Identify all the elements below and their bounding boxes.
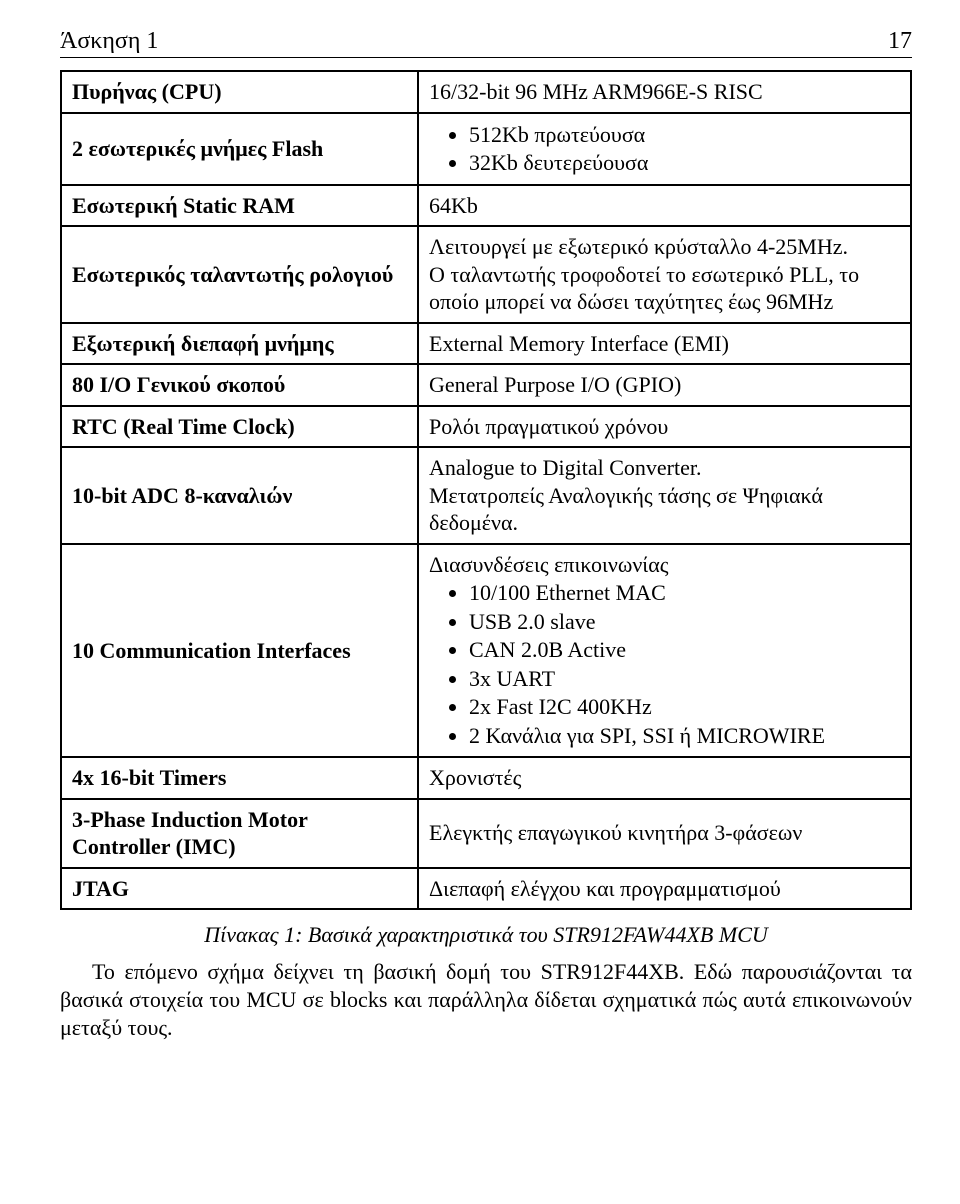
table-caption: Πίνακας 1: Βασικά χαρακτηριστικά του STR… bbox=[60, 922, 912, 948]
spec-line: Analogue to Digital Converter. bbox=[429, 454, 900, 482]
spec-label: 10-bit ADC 8-καναλιών bbox=[61, 447, 418, 544]
spec-value: Διασυνδέσεις επικοινωνίας10/100 Ethernet… bbox=[418, 544, 911, 758]
spec-label: 4x 16-bit Timers bbox=[61, 757, 418, 799]
spec-label: Εξωτερική διεπαφή μνήμης bbox=[61, 323, 418, 365]
spec-value: External Memory Interface (EMI) bbox=[418, 323, 911, 365]
spec-label: Πυρήνας (CPU) bbox=[61, 71, 418, 113]
body-paragraph: Το επόμενο σχήμα δείχνει τη βασική δομή … bbox=[60, 958, 912, 1042]
spec-label: 2 εσωτερικές μνήμες Flash bbox=[61, 113, 418, 185]
page-header: Άσκηση 1 17 bbox=[60, 28, 912, 58]
spec-label: Εσωτερική Static RAM bbox=[61, 185, 418, 227]
list-item: USB 2.0 slave bbox=[469, 608, 900, 636]
spec-value: 16/32-bit 96 MHz ARM966E-S RISC bbox=[418, 71, 911, 113]
spec-value: Ελεγκτής επαγωγικού κινητήρα 3-φάσεων bbox=[418, 799, 911, 868]
spec-line: Μετατροπείς Αναλογικής τάσης σε Ψηφιακά … bbox=[429, 482, 900, 537]
spec-value: General Purpose I/O (GPIO) bbox=[418, 364, 911, 406]
table-row: 4x 16-bit TimersΧρονιστές bbox=[61, 757, 911, 799]
spec-value: Ρολόι πραγματικού χρόνου bbox=[418, 406, 911, 448]
list-item: 3x UART bbox=[469, 665, 900, 693]
spec-label: 10 Communication Interfaces bbox=[61, 544, 418, 758]
spec-list: 512Κb πρωτεύουσα32Kb δευτερεύουσα bbox=[429, 121, 900, 177]
table-row: Εσωτερική Static RAM64Kb bbox=[61, 185, 911, 227]
header-page-number: 17 bbox=[888, 28, 912, 55]
spec-value: Λειτουργεί με εξωτερικό κρύσταλλο 4-25MH… bbox=[418, 226, 911, 323]
table-row: 3-Phase Induction Motor Controller (IMC)… bbox=[61, 799, 911, 868]
spec-table: Πυρήνας (CPU)16/32-bit 96 MHz ARM966E-S … bbox=[60, 70, 912, 910]
table-row: JTAGΔιεπαφή ελέγχου και προγραμματισμού bbox=[61, 868, 911, 910]
spec-label: Εσωτερικός ταλαντωτής ρολογιού bbox=[61, 226, 418, 323]
spec-label: JTAG bbox=[61, 868, 418, 910]
spec-value: Analogue to Digital Converter.Μετατροπεί… bbox=[418, 447, 911, 544]
table-row: Εσωτερικός ταλαντωτής ρολογιού Λειτουργεί… bbox=[61, 226, 911, 323]
spec-value: Διεπαφή ελέγχου και προγραμματισμού bbox=[418, 868, 911, 910]
list-item: 2 Κανάλια για SPI, SSI ή MICROWIRE bbox=[469, 722, 900, 750]
list-item: CAN 2.0B Active bbox=[469, 636, 900, 664]
table-row: 80 I/O Γενικού σκοπούGeneral Purpose I/O… bbox=[61, 364, 911, 406]
list-item: 10/100 Ethernet MAC bbox=[469, 579, 900, 607]
spec-value: 512Κb πρωτεύουσα32Kb δευτερεύουσα bbox=[418, 113, 911, 185]
list-item: 32Kb δευτερεύουσα bbox=[469, 149, 900, 177]
table-row: 10 Communication InterfacesΔιασυνδέσεις … bbox=[61, 544, 911, 758]
list-item: 512Κb πρωτεύουσα bbox=[469, 121, 900, 149]
spec-label: RTC (Real Time Clock) bbox=[61, 406, 418, 448]
spec-list: 10/100 Ethernet MACUSB 2.0 slaveCAN 2.0B… bbox=[429, 579, 900, 749]
spec-value: Χρονιστές bbox=[418, 757, 911, 799]
table-row: 10-bit ADC 8-καναλιώνAnalogue to Digital… bbox=[61, 447, 911, 544]
spec-value: 64Kb bbox=[418, 185, 911, 227]
table-row: RTC (Real Time Clock)Ρολόι πραγματικού χ… bbox=[61, 406, 911, 448]
spec-label: 80 I/O Γενικού σκοπού bbox=[61, 364, 418, 406]
spec-label: 3-Phase Induction Motor Controller (IMC) bbox=[61, 799, 418, 868]
spec-line: Λειτουργεί με εξωτερικό κρύσταλλο 4-25MH… bbox=[429, 233, 900, 261]
table-row: 2 εσωτερικές μνήμες Flash512Κb πρωτεύουσ… bbox=[61, 113, 911, 185]
table-row: Εξωτερική διεπαφή μνήμηςExternal Memory … bbox=[61, 323, 911, 365]
spec-sublabel: Διασυνδέσεις επικοινωνίας bbox=[429, 551, 900, 579]
list-item: 2x Fast I2C 400KHz bbox=[469, 693, 900, 721]
header-title: Άσκηση 1 bbox=[60, 28, 158, 55]
table-row: Πυρήνας (CPU)16/32-bit 96 MHz ARM966E-S … bbox=[61, 71, 911, 113]
spec-line: Ο ταλαντωτής τροφοδοτεί το εσωτερικό PLL… bbox=[429, 261, 900, 316]
